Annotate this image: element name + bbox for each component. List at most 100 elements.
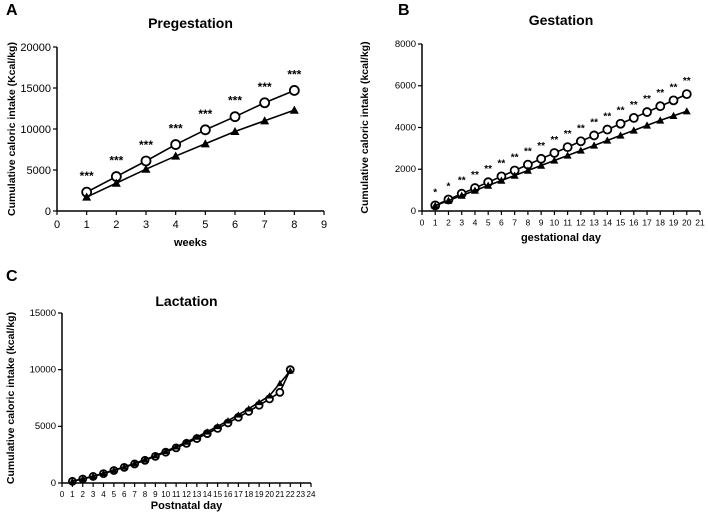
x-tick-label: 9 <box>539 218 544 228</box>
x-tick-label: 6 <box>499 218 504 228</box>
x-tick-label: 6 <box>122 490 127 499</box>
data-point-triangle <box>141 164 151 173</box>
significance-marker: *** <box>169 122 183 136</box>
x-tick-label: 1 <box>84 219 90 231</box>
panel-b: B Gestation 0 1 2 3 4 5 6 7 8 9 10 11 12 13 14 15 16 17 18 1… <box>354 0 708 260</box>
significance-marker: ** <box>630 100 638 111</box>
significance-marker: ** <box>564 129 572 140</box>
data-point-triangle <box>79 475 87 482</box>
significance-marker: ** <box>524 147 532 158</box>
panel-c: C Lactation 0 1 2 3 4 5 6 7 8 9 10 11 12 13 14 15 16 17 18 1… <box>0 258 354 514</box>
x-tick-label: 12 <box>576 218 586 228</box>
x-tick-label: 21 <box>275 490 284 499</box>
data-point-triangle <box>183 438 190 445</box>
x-tick-label: 4 <box>173 219 179 231</box>
data-point-triangle <box>497 176 506 184</box>
x-tick-label: 19 <box>255 490 264 499</box>
x-tick-label: 15 <box>616 218 626 228</box>
x-tick-label: 3 <box>459 218 464 228</box>
data-point-circle <box>575 136 586 147</box>
y-tick-label: 5000 <box>27 165 51 177</box>
significance-marker: *** <box>228 94 242 108</box>
significance-marker: ** <box>590 117 598 128</box>
y-tick-label: 5000 <box>35 421 56 432</box>
y-tick-label: 0 <box>411 206 416 217</box>
data-point-triangle <box>255 398 263 406</box>
data-point-triangle <box>470 186 479 194</box>
x-tick-label: 10 <box>550 218 560 228</box>
x-axis-label: weeks <box>173 237 207 249</box>
data-point-circle <box>170 139 182 150</box>
significance-marker: ** <box>498 158 506 169</box>
data-point-triangle <box>111 178 121 187</box>
significance-marker: ** <box>458 176 466 187</box>
x-tick-label: 0 <box>60 490 65 499</box>
x-tick-label: 7 <box>262 219 268 231</box>
significance-marker: ** <box>643 94 651 105</box>
x-tick-label: 17 <box>234 490 243 499</box>
data-point-triangle <box>151 452 159 459</box>
x-tick-label: 14 <box>603 218 613 228</box>
data-point-circle <box>602 124 613 135</box>
data-point-triangle <box>171 151 181 160</box>
y-tick-label: 20000 <box>20 42 51 54</box>
significance-marker: ** <box>471 170 479 181</box>
data-point-circle <box>615 118 626 129</box>
series-2-line <box>72 370 291 482</box>
x-tick-label: 2 <box>81 490 86 499</box>
data-point-triangle <box>245 405 253 412</box>
data-point-triangle <box>537 161 546 169</box>
x-tick-label: 24 <box>307 490 316 499</box>
significance-marker: ** <box>577 123 585 134</box>
x-tick-label: 0 <box>54 219 60 231</box>
data-point-triangle <box>656 116 665 124</box>
x-tick-label: 14 <box>203 490 212 499</box>
x-tick-label: 2 <box>113 219 119 231</box>
x-tick-label: 20 <box>682 218 692 228</box>
x-tick-label: 7 <box>512 218 517 228</box>
x-tick-label: 5 <box>486 218 491 228</box>
data-point-triangle <box>82 192 92 201</box>
x-tick-label: 8 <box>291 219 297 231</box>
y-axis-label: Cumulative caloric intake (kcal/kg) <box>359 41 371 213</box>
x-tick-label: 16 <box>629 218 639 228</box>
significance-marker: ** <box>511 153 519 164</box>
y-tick-label: 10000 <box>20 124 51 136</box>
x-tick-label: 5 <box>112 490 117 499</box>
x-tick-label: 3 <box>91 490 96 499</box>
significance-marker: *** <box>109 154 123 168</box>
significance-marker: *** <box>139 138 153 152</box>
data-point-circle <box>140 155 152 167</box>
data-point-triangle <box>230 126 240 136</box>
x-tick-label: 10 <box>161 490 170 499</box>
significance-marker: ** <box>537 141 545 152</box>
series-1-line <box>86 89 295 193</box>
x-tick-label: 18 <box>244 490 253 499</box>
data-point-triangle <box>172 443 180 450</box>
significance-marker: ** <box>670 82 678 93</box>
data-point-triangle <box>669 111 678 120</box>
significance-marker: * <box>433 187 437 198</box>
significance-marker: *** <box>80 169 94 183</box>
series-2-line <box>86 109 295 198</box>
x-tick-label: 17 <box>642 218 652 228</box>
series-1-line <box>72 369 291 483</box>
x-tick-label: 1 <box>70 490 75 499</box>
data-point-triangle <box>484 181 493 189</box>
x-tick-label: 12 <box>182 490 191 499</box>
data-point-triangle <box>289 105 299 114</box>
data-point-circle <box>668 95 679 106</box>
significance-marker: *** <box>287 67 301 81</box>
data-point-triangle <box>203 428 211 435</box>
data-point-circle <box>288 85 300 96</box>
x-axis-label: Postnatal day <box>151 500 223 512</box>
data-point-triangle <box>457 191 466 199</box>
y-axis-label: Cumulative caloric intake (kcal/kg) <box>5 312 17 484</box>
data-point-triangle <box>120 463 128 470</box>
data-point-triangle <box>616 131 625 139</box>
x-tick-label: 3 <box>143 219 149 231</box>
y-tick-label: 0 <box>51 478 56 489</box>
x-tick-label: 1 <box>433 218 438 228</box>
data-point-circle <box>681 89 692 99</box>
significance-marker: ** <box>617 106 625 117</box>
